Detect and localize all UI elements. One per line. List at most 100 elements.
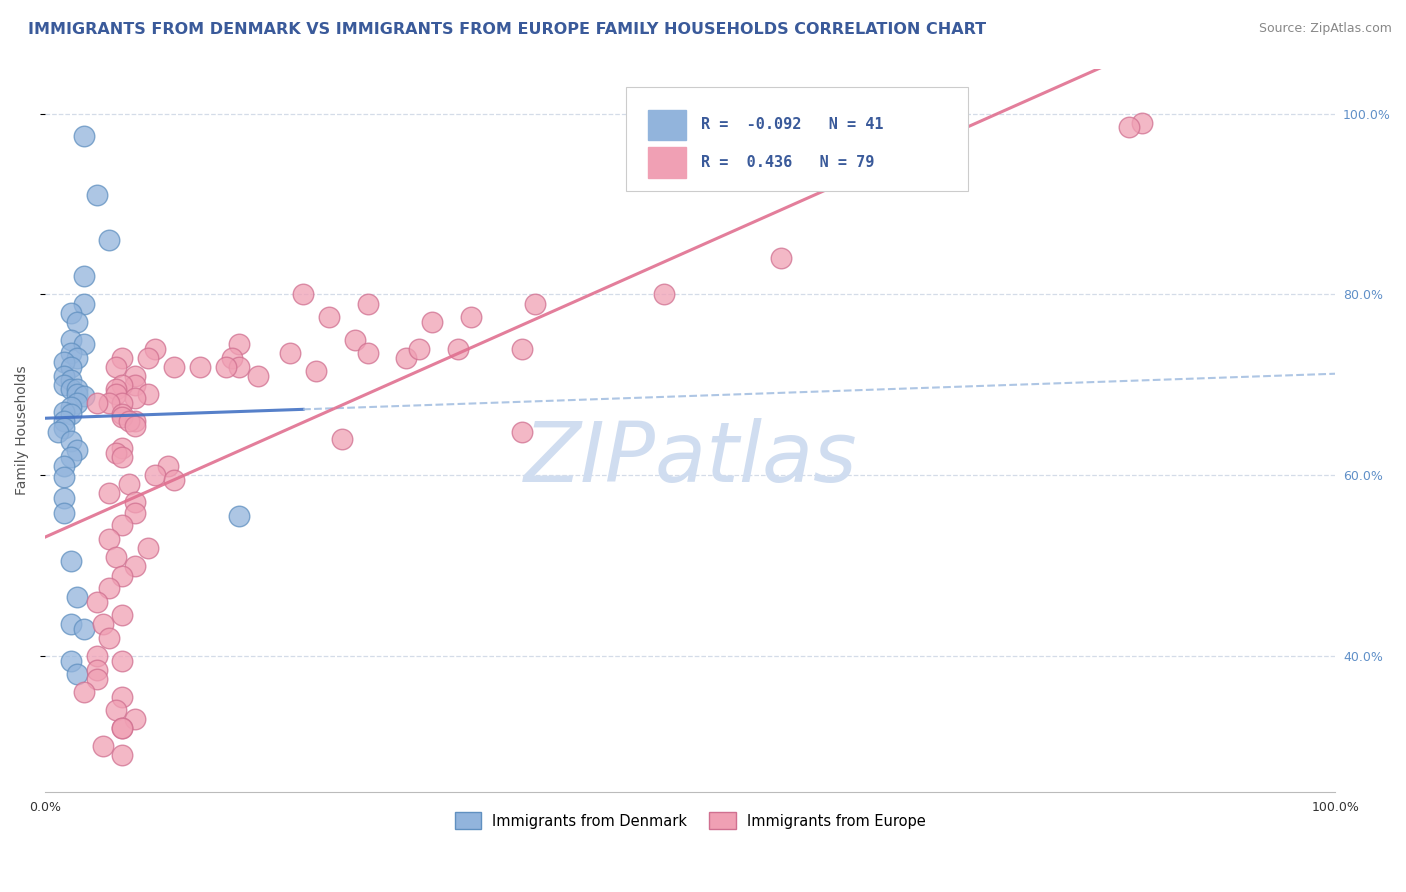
Point	[111, 569, 134, 583]
Point	[98, 486, 121, 500]
Text: R =  0.436   N = 79: R = 0.436 N = 79	[700, 155, 875, 170]
Point	[98, 233, 121, 247]
Point	[124, 558, 146, 573]
Point	[73, 389, 96, 403]
Point	[66, 667, 89, 681]
Point	[73, 269, 96, 284]
Point	[143, 342, 166, 356]
Point	[104, 445, 127, 459]
Point	[111, 450, 134, 465]
Point	[98, 631, 121, 645]
Point	[136, 541, 159, 555]
Point	[86, 396, 108, 410]
Point	[111, 748, 134, 763]
Point	[73, 296, 96, 310]
Point	[111, 396, 134, 410]
Point	[86, 648, 108, 663]
Point	[524, 296, 547, 310]
Point	[356, 296, 378, 310]
Point	[73, 685, 96, 699]
Point	[98, 396, 121, 410]
Point	[228, 508, 250, 523]
Text: ZIPatlas: ZIPatlas	[523, 418, 858, 500]
Point	[143, 468, 166, 483]
Point	[228, 359, 250, 374]
Point	[104, 359, 127, 374]
Point	[769, 252, 792, 266]
Point	[111, 377, 134, 392]
Point	[111, 441, 134, 455]
Point	[53, 368, 76, 383]
Point	[1118, 120, 1140, 135]
Point	[59, 373, 82, 387]
Point	[53, 414, 76, 428]
Point	[73, 337, 96, 351]
Point	[53, 506, 76, 520]
Point	[124, 418, 146, 433]
Point	[111, 608, 134, 623]
Point	[156, 459, 179, 474]
Point	[420, 315, 443, 329]
Point	[460, 310, 482, 324]
Bar	[648, 110, 686, 140]
Point	[111, 518, 134, 533]
Point	[59, 554, 82, 568]
Point	[292, 287, 315, 301]
Point	[278, 346, 301, 360]
Point	[53, 405, 76, 419]
Point	[66, 591, 89, 605]
Point	[124, 392, 146, 406]
Legend: Immigrants from Denmark, Immigrants from Europe: Immigrants from Denmark, Immigrants from…	[449, 806, 932, 835]
Point	[46, 425, 69, 439]
Point	[104, 549, 127, 564]
Point	[59, 450, 82, 465]
Bar	[648, 147, 686, 178]
Point	[163, 473, 186, 487]
Point	[66, 315, 89, 329]
Point	[91, 617, 114, 632]
Point	[188, 359, 211, 374]
Point	[66, 396, 89, 410]
Point	[59, 617, 82, 632]
Text: IMMIGRANTS FROM DENMARK VS IMMIGRANTS FROM EUROPE FAMILY HOUSEHOLDS CORRELATION : IMMIGRANTS FROM DENMARK VS IMMIGRANTS FR…	[28, 22, 986, 37]
Point	[53, 459, 76, 474]
Point	[512, 425, 534, 439]
Point	[343, 333, 366, 347]
Point	[111, 722, 134, 736]
Point	[53, 355, 76, 369]
Text: Source: ZipAtlas.com: Source: ZipAtlas.com	[1258, 22, 1392, 36]
Point	[214, 359, 236, 374]
Point	[59, 359, 82, 374]
Point	[59, 654, 82, 668]
Text: R =  -0.092   N = 41: R = -0.092 N = 41	[700, 118, 883, 132]
Point	[124, 712, 146, 726]
Point	[66, 387, 89, 401]
Point	[221, 351, 243, 365]
Point	[118, 414, 141, 428]
Point	[73, 129, 96, 144]
Point	[124, 414, 146, 428]
Point	[73, 622, 96, 636]
Point	[111, 690, 134, 704]
Point	[163, 359, 186, 374]
Point	[86, 595, 108, 609]
Point	[86, 188, 108, 202]
Point	[395, 351, 418, 365]
Point	[66, 383, 89, 397]
Point	[104, 387, 127, 401]
Point	[305, 364, 328, 378]
Point	[408, 342, 430, 356]
Point	[228, 337, 250, 351]
Point	[1130, 116, 1153, 130]
Point	[124, 506, 146, 520]
Point	[104, 703, 127, 717]
Point	[66, 351, 89, 365]
Point	[53, 491, 76, 505]
FancyBboxPatch shape	[626, 87, 967, 192]
Point	[118, 477, 141, 491]
Point	[136, 351, 159, 365]
Point	[53, 377, 76, 392]
Point	[111, 351, 134, 365]
Point	[246, 368, 269, 383]
Point	[124, 495, 146, 509]
